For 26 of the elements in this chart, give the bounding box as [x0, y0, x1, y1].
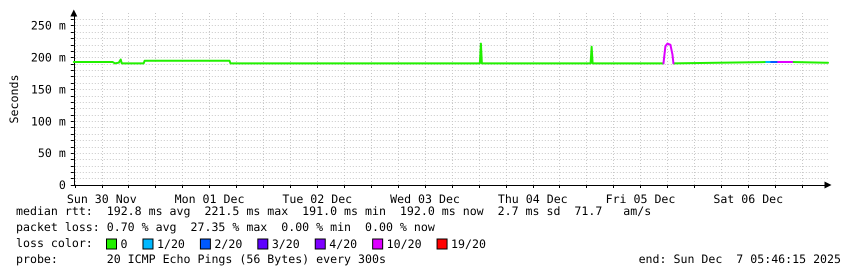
y-axis-title: Seconds — [7, 74, 21, 124]
legend-label: 2/20 — [214, 237, 242, 251]
x-tick-label: Fri 05 Dec — [606, 192, 676, 206]
x-tick-label: Sun 30 Nov — [66, 192, 137, 206]
y-tick-label: 250 m — [30, 18, 66, 33]
legend-label: 3/20 — [272, 237, 300, 251]
legend-label: 19/20 — [451, 237, 486, 251]
x-tick-label: Wed 03 Dec — [390, 192, 460, 206]
legend-title: loss color: — [16, 236, 93, 250]
x-tick-label: Tue 02 Dec — [282, 192, 352, 206]
legend-label: 4/20 — [329, 237, 358, 251]
text: end: Sun Dec 7 05:46:15 2025 — [638, 252, 842, 266]
y-tick-label: 150 m — [30, 82, 66, 96]
x-tick-label: Sat 06 Dec — [713, 192, 784, 206]
legend-label: 10/20 — [386, 237, 422, 251]
legend-label: 1/20 — [156, 237, 185, 251]
y-tick-label: 0 — [58, 178, 66, 192]
y-tick-label: 100 m — [30, 114, 66, 128]
x-tick-label: Thu 04 Dec — [498, 192, 568, 206]
text: packet loss: 0.70 % avg 27.35 % max 0.00 % min 0.00 % now — [16, 220, 435, 234]
x-tick-label: Mon 01 Dec — [174, 192, 244, 206]
y-tick-label: 200 m — [30, 50, 66, 65]
text: median rtt: 192.8 ms avg 221.5 ms max 191.0 ms min 192.0 ms now 2.7 ms sd 71.7 am/s — [16, 204, 652, 218]
y-tick-label: 50 m — [38, 146, 66, 160]
text: probe: 20 ICMP Echo Pings (56 Bytes) every 300s — [16, 252, 386, 266]
legend-label: 0 — [120, 237, 128, 251]
